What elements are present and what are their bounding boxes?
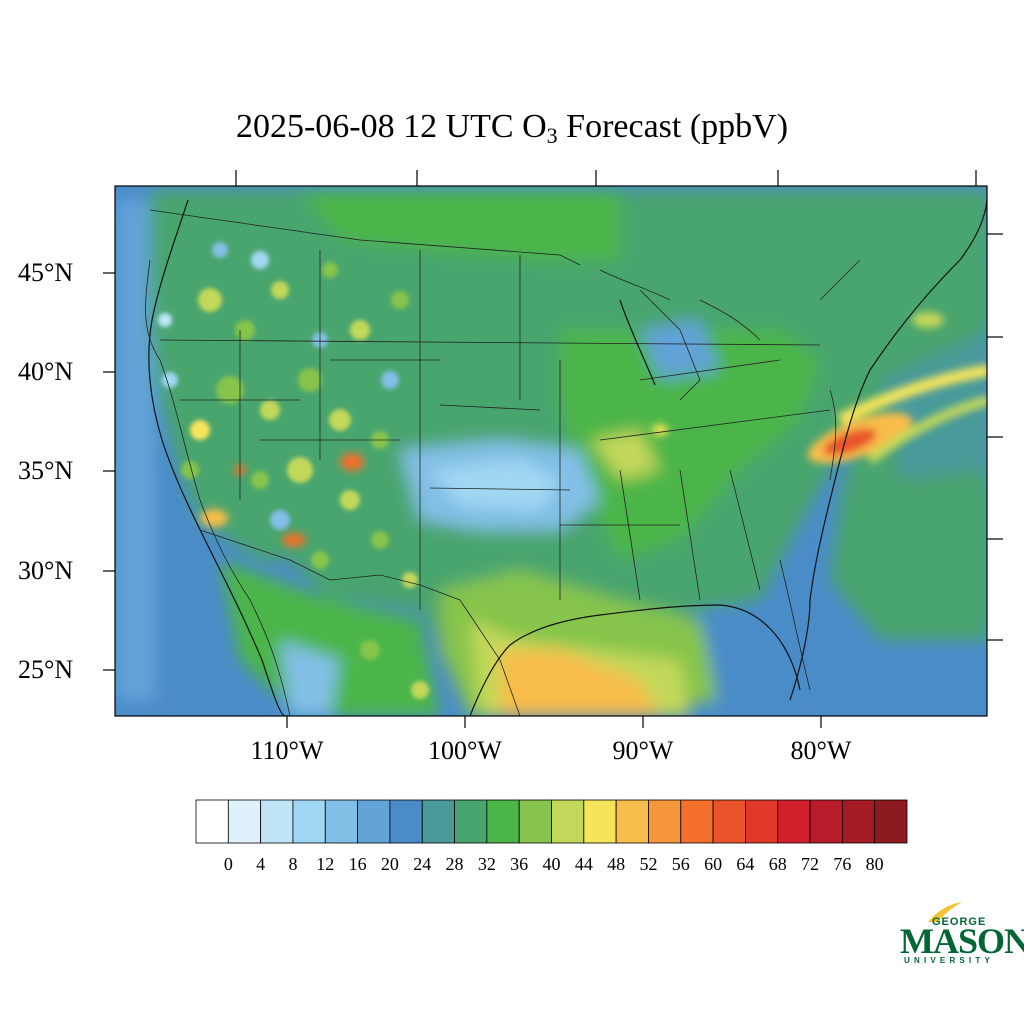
colorbar-tick-label: 4 [256,854,266,874]
colorbar-swatch [874,799,908,844]
colorbar-swatch [195,799,229,844]
colorbar-swatch [357,799,391,844]
colorbar-tick-label: 60 [704,854,723,874]
colorbar-swatch [777,799,811,844]
colorbar-tick-label: 68 [768,854,787,874]
lat-label-35: 35°N [18,456,74,485]
lat-label-30: 30°N [18,556,74,585]
map-frame [114,185,988,717]
right-ticks [987,233,1003,641]
lat-ticks [103,272,115,671]
colorbar-tick-label: 8 [288,854,298,874]
gmu-logo: GEORGE MASON UNIVERSITY [898,900,1024,970]
colorbar-tick-label: 24 [413,854,432,874]
lon-label-110: 110°W [250,736,324,765]
colorbar-swatch [292,799,326,844]
lat-label-25: 25°N [18,655,74,684]
lat-label-45: 45°N [18,258,74,287]
colorbar-tick-label: 28 [445,854,464,874]
political-boundaries [145,209,861,716]
lat-label-40: 40°N [18,357,74,386]
colorbar-swatch [712,799,746,844]
colorbar-swatch [486,799,520,844]
colorbar-swatch [389,799,423,844]
colorbar-swatch [680,799,714,844]
colorbar-swatch [583,799,617,844]
colorbar-tick-label: 76 [833,854,852,874]
ozone-field [115,186,987,716]
colorbar-tick-label: 44 [574,854,593,874]
colorbar-swatch [551,799,585,844]
colorbar-tick-label: 52 [639,854,658,874]
colorbar-swatch [841,799,876,844]
colorbar-swatch [227,799,262,844]
colorbar-tick-label: 32 [477,854,496,874]
colorbar-tick-label: 72 [801,854,820,874]
colorbar-tick-label: 48 [607,854,626,874]
colorbar-tick-label: 0 [223,854,233,874]
colorbar-tick-label: 64 [736,854,755,874]
colorbar-swatch [324,799,358,844]
colorbar-tick-label: 36 [510,854,529,874]
ozone-hotspots [200,312,987,547]
colorbar-swatch [809,799,843,844]
colorbar-swatch [615,799,649,844]
colorbar-tick-label: 80 [865,854,884,874]
colorbar-tick-label: 12 [316,854,335,874]
colorbar [195,799,908,844]
mountain-west-speckle [158,242,429,699]
colorbar-swatch [454,799,488,844]
colorbar-tick-label: 40 [542,854,561,874]
colorbar-tick-label: 20 [380,854,399,874]
colorbar-swatch [648,799,682,844]
lon-label-80: 80°W [790,736,852,765]
colorbar-tick-label: 16 [348,854,367,874]
map-title: 2025-06-08 12 UTC O3 Forecast (ppbV) [235,108,789,148]
colorbar-swatch [745,799,779,844]
lon-label-100: 100°W [428,736,502,765]
lon-ticks [286,716,822,728]
colorbar-tick-label: 56 [671,854,690,874]
colorbar-swatch [518,799,552,844]
colorbar-swatch [260,799,294,844]
top-ticks [235,170,977,186]
coastlines [148,199,987,716]
colorbar-swatch [421,799,455,844]
lon-label-90: 90°W [612,736,674,765]
logo-swoosh-icon [928,902,962,922]
